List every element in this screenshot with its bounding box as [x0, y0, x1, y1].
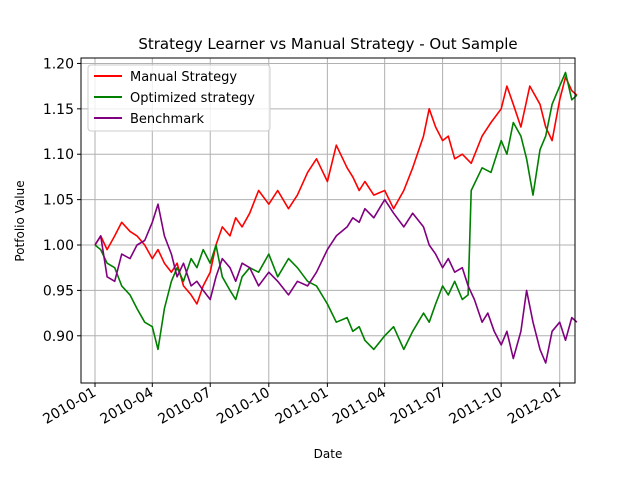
legend-box [87, 64, 271, 132]
y-tick-label: 1.10 [43, 147, 74, 163]
y-tick-label: 0.90 [43, 329, 74, 345]
y-tick-label: 0.95 [43, 283, 74, 299]
chart-title: Strategy Learner vs Manual Strategy - Ou… [138, 35, 517, 53]
y-tick-label: 1.20 [43, 56, 74, 72]
plot-area-frame [80, 57, 576, 384]
legend-label-benchmark: Benchmark [130, 112, 205, 127]
series-lines [94, 71, 578, 364]
y-tick-label: 1.15 [43, 102, 74, 118]
x-axis-label: Date [314, 447, 343, 461]
legend-label-manual-strategy: Manual Strategy [130, 70, 237, 85]
y-axis-ticks: 0.90 0.95 1.00 1.05 1.10 1.15 1.20 [43, 56, 81, 345]
y-tick-label: 1.05 [43, 193, 74, 209]
series-line-benchmark [94, 198, 578, 364]
y-tick-label: 1.00 [43, 238, 74, 254]
series-line-manual-strategy [94, 76, 578, 305]
y-axis-label: Potfolio Value [13, 180, 27, 261]
legend-label-optimized-strategy: Optimized strategy [130, 91, 255, 106]
series-line-optimized-strategy [94, 71, 578, 351]
legend: Manual Strategy Optimized strategy Benchma… [87, 64, 271, 132]
